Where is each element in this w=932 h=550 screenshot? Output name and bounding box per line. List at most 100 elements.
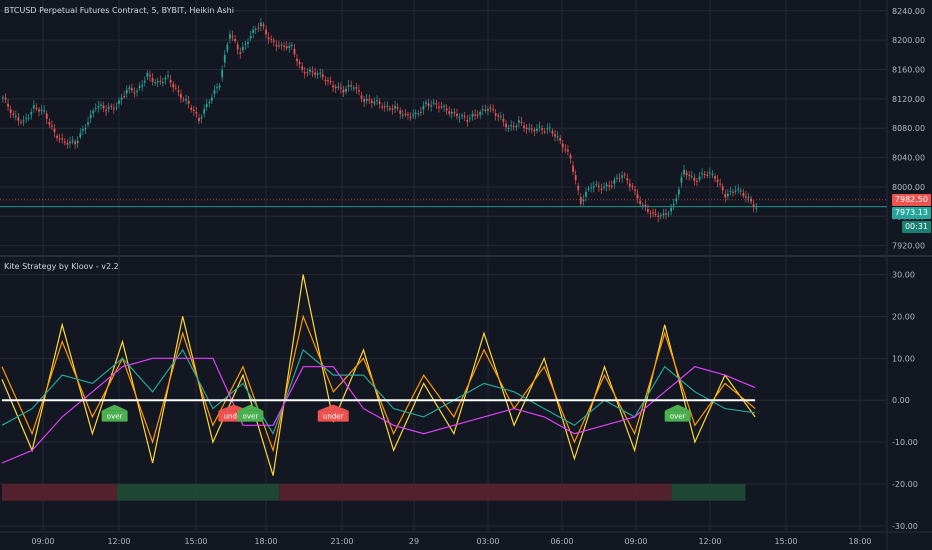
candle-body: [698, 176, 701, 180]
candle-body: [755, 207, 758, 209]
candle-body: [316, 73, 319, 75]
candle-body: [17, 117, 20, 121]
candle-body: [192, 109, 195, 112]
oscillator-series-line: [1, 348, 756, 436]
candle-body: [582, 199, 585, 202]
candle-body: [58, 138, 61, 140]
candle-body: [61, 138, 64, 140]
candle-body: [734, 190, 737, 192]
candle-body: [198, 117, 200, 121]
candle-body: [747, 197, 750, 199]
candle-body: [337, 86, 340, 88]
current-price-tag: 7973.13: [891, 207, 931, 219]
candle-body: [572, 165, 574, 172]
oscillator-tick-label: 20.00: [892, 312, 915, 321]
candle-body: [370, 100, 373, 104]
candle-body: [345, 88, 347, 92]
candle-body: [623, 174, 626, 176]
candle-body: [543, 131, 546, 133]
candle-body: [616, 177, 618, 179]
candle-body: [696, 180, 698, 182]
price-tick-label: 8240.00: [892, 7, 925, 16]
candle-body: [270, 39, 273, 41]
candle-body: [561, 143, 564, 148]
time-tick-label: 12:00: [698, 537, 721, 546]
candle-body: [507, 128, 510, 130]
candle-body: [494, 113, 497, 116]
oscillator-series-line: [1, 314, 756, 453]
candle-body: [652, 212, 654, 214]
candle-body: [231, 35, 234, 37]
candle-body: [254, 29, 257, 31]
signal-bar-segment: [279, 483, 672, 501]
candle-body: [272, 40, 275, 42]
candle-body: [703, 173, 706, 175]
candle-body: [724, 193, 727, 198]
time-axis[interactable]: 09:00 12:00 15:00 18:00 21:00 29 03:00 06:00 09:…: [31, 537, 871, 546]
candle-body: [417, 113, 420, 115]
price-tick-label: 8200.00: [892, 36, 925, 45]
candle-body: [102, 105, 105, 109]
candle-body: [468, 117, 471, 119]
candle-body: [448, 111, 451, 114]
candle-body: [515, 126, 518, 128]
candle-body: [644, 204, 647, 207]
candle-body: [502, 118, 505, 122]
candle-body: [373, 101, 376, 104]
candle-body: [683, 169, 685, 175]
candle-body: [89, 114, 92, 119]
candle-body: [456, 113, 458, 117]
candle-body: [223, 54, 226, 63]
signal-badge-body: [664, 410, 691, 422]
candle-body: [438, 106, 440, 108]
candle-body: [432, 102, 435, 104]
candle-body: [25, 118, 28, 120]
candle-body: [711, 174, 714, 176]
oscillator-tick-label: 0.00: [892, 396, 910, 405]
signal-badge: over: [664, 404, 691, 422]
candle-body: [149, 75, 151, 77]
candle-body: [634, 189, 636, 191]
price-axis[interactable]: 8240.00 8200.00 8160.00 8120.00 8080.00 8040.…: [892, 7, 925, 531]
candle-body: [288, 45, 291, 48]
signal-badge: over: [237, 404, 264, 422]
candle-body: [579, 197, 582, 204]
candle-body: [301, 66, 304, 70]
candle-body: [32, 105, 35, 109]
candle-body: [463, 116, 466, 118]
candle-body: [401, 114, 404, 116]
candle-body: [314, 72, 316, 75]
candle-body: [458, 117, 461, 119]
candle-body: [440, 106, 443, 108]
candle-body: [497, 115, 500, 117]
candle-body: [569, 155, 572, 159]
candle-body: [590, 187, 593, 189]
candle-body: [74, 141, 77, 145]
candle-body: [355, 87, 358, 89]
candle-body: [389, 108, 391, 110]
candle-body: [551, 130, 554, 134]
candle-body: [499, 116, 502, 118]
candle-body: [667, 213, 670, 215]
candle-body: [603, 186, 605, 188]
time-tick-label: 15:00: [774, 537, 797, 546]
candle-body: [363, 99, 365, 102]
price-candles: [2, 17, 758, 223]
signal-badge-arrow: [664, 404, 691, 411]
candle-body: [30, 111, 33, 115]
candle-body: [180, 94, 182, 99]
candle-body: [195, 111, 198, 114]
price-tick-label: 8160.00: [892, 66, 925, 75]
candle-body: [213, 90, 216, 94]
signal-badge-body: [237, 410, 264, 422]
candle-body: [649, 213, 652, 215]
candle-body: [381, 106, 384, 108]
time-tick-label: 09:00: [31, 537, 54, 546]
candle-body: [143, 80, 146, 83]
signal-bar: [2, 483, 746, 501]
signal-badge: under: [317, 404, 349, 422]
candle-body: [466, 120, 469, 122]
candle-body: [329, 81, 332, 83]
